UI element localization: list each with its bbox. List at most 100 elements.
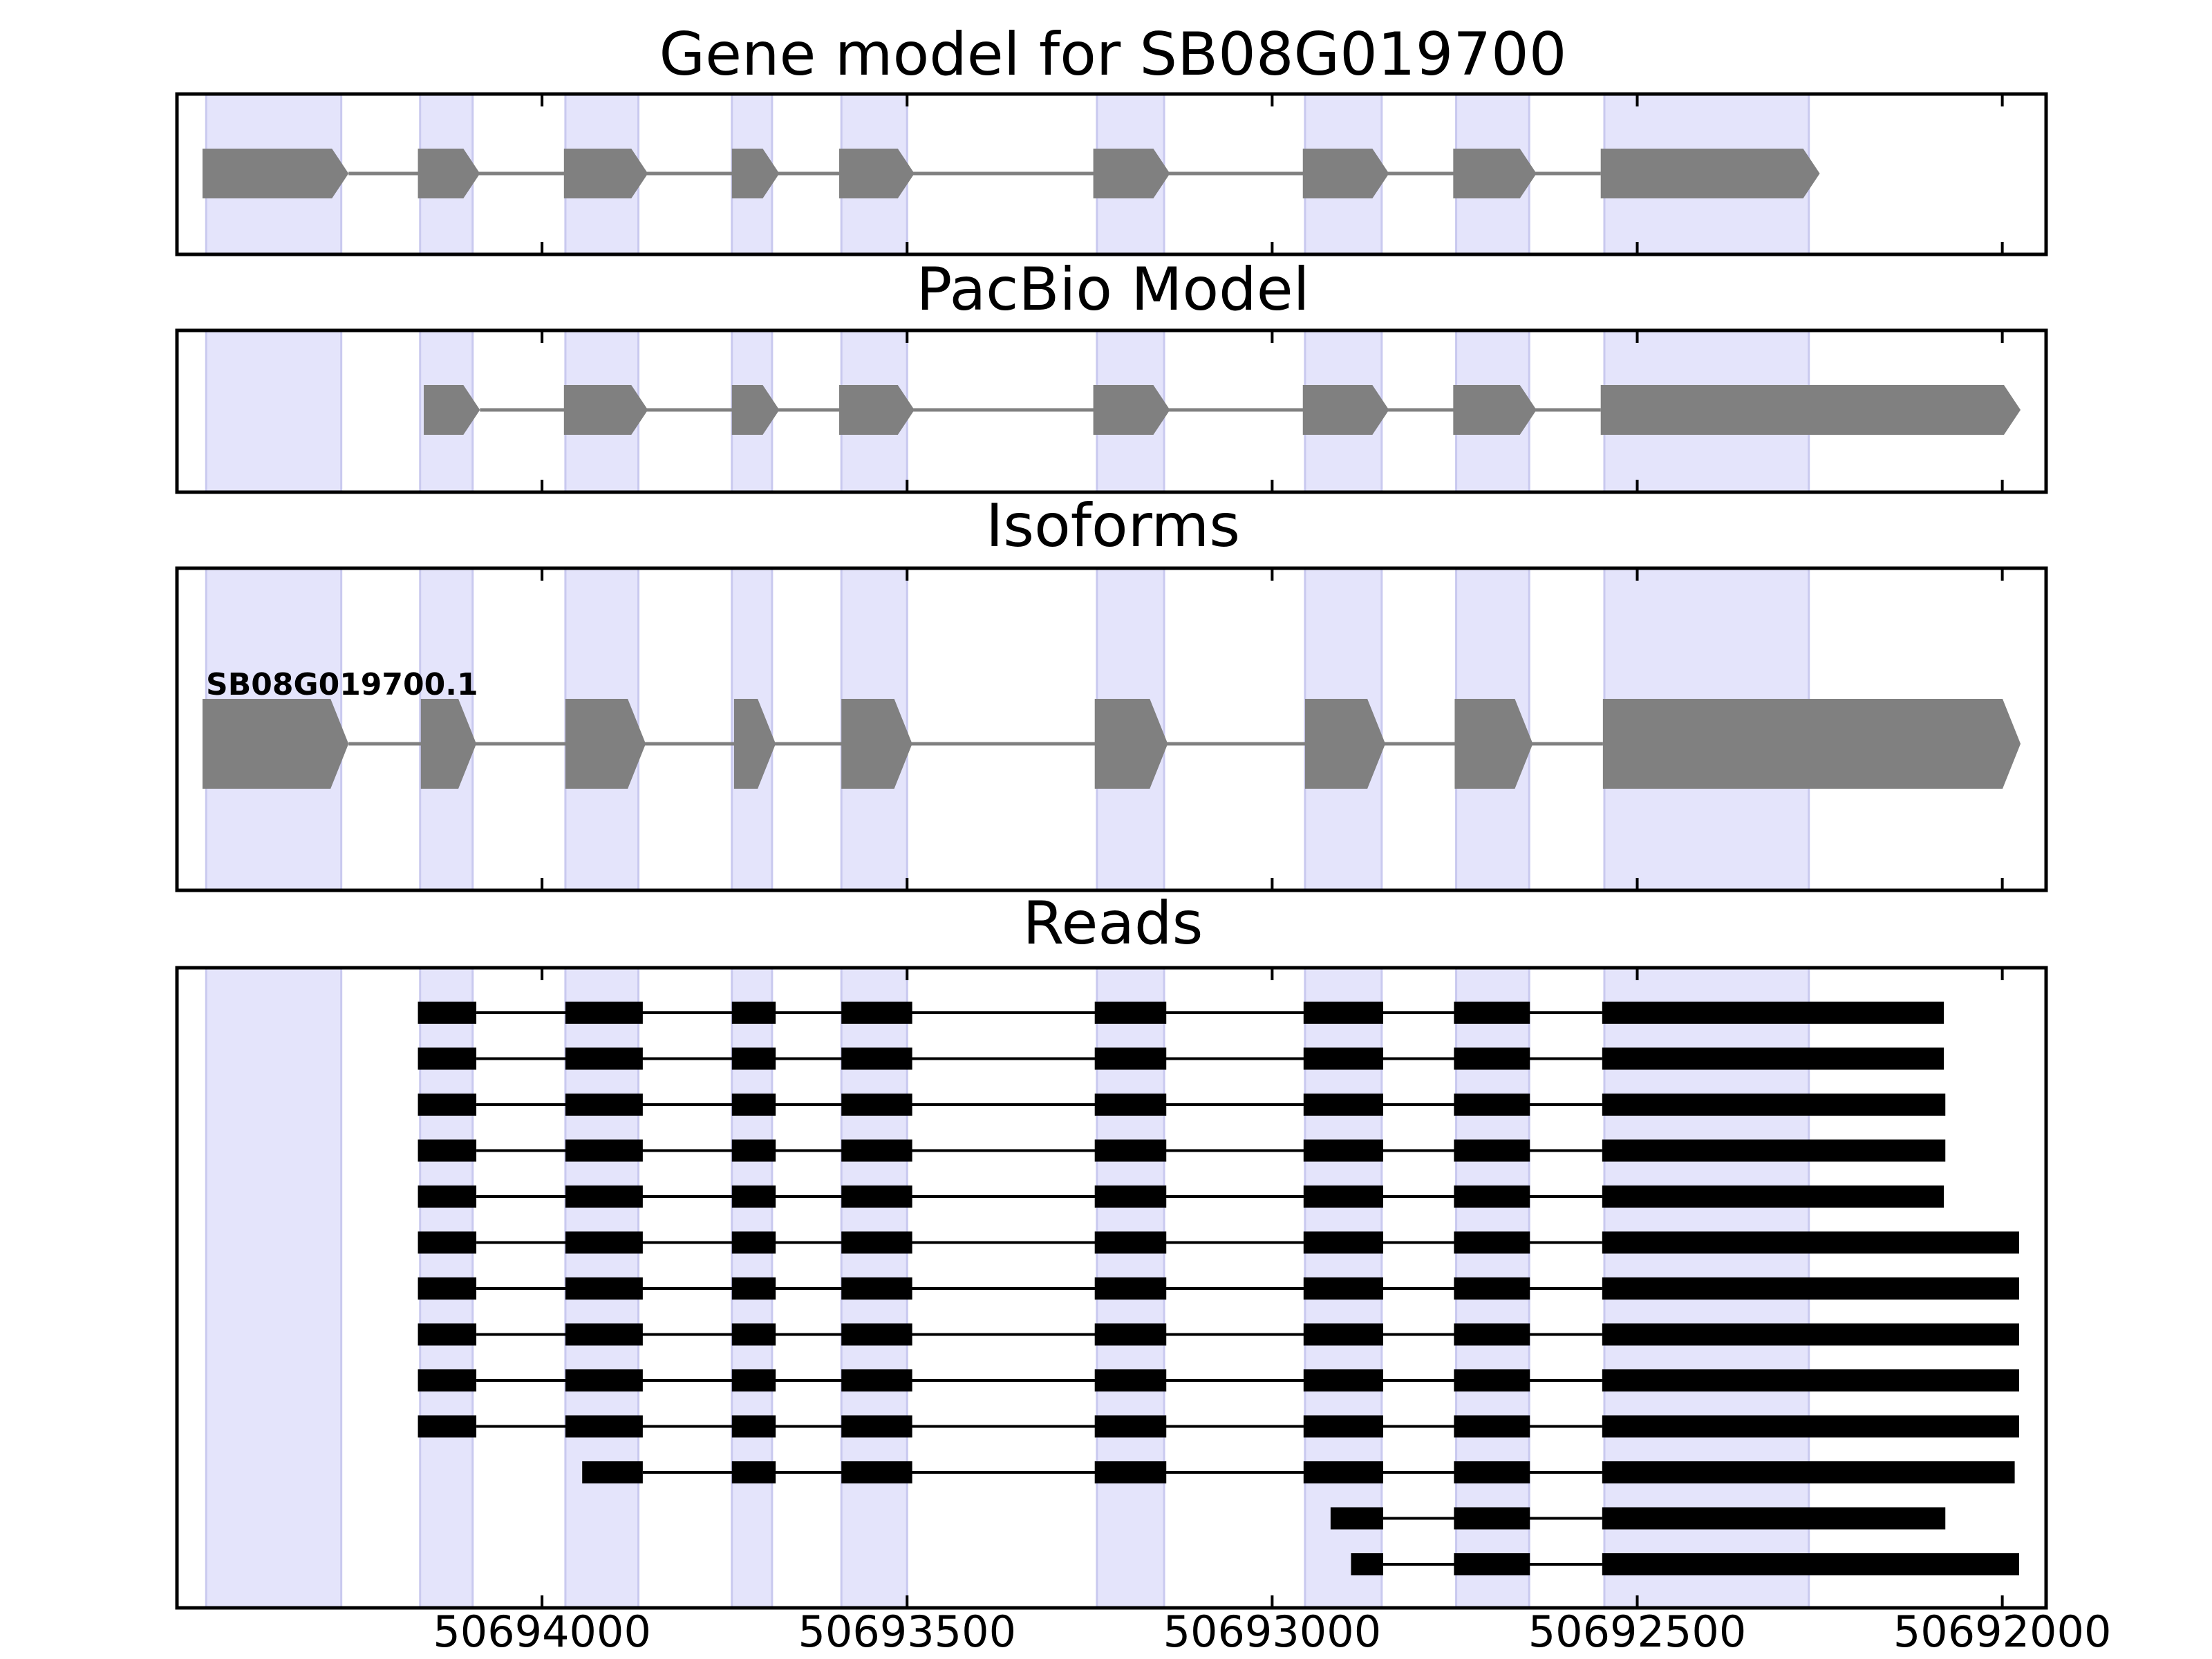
read-exon-block (1094, 1231, 1167, 1254)
read-exon-block (418, 1047, 477, 1070)
read-exon-block (1454, 1047, 1530, 1070)
panel-title-gene-model: Gene model for SB08G019700 (659, 20, 1567, 89)
exon-block (733, 699, 776, 789)
read-exon-block (1303, 1277, 1383, 1300)
read-exon-block (731, 1047, 776, 1070)
panel-frames (175, 92, 2048, 1610)
read-exon-block (418, 1185, 477, 1208)
read-exon-block (1602, 1507, 1946, 1530)
read-exon-block (1303, 1094, 1383, 1116)
exon-block (1093, 385, 1170, 435)
exon-block (1093, 149, 1170, 198)
read-exon-block (1602, 1139, 1946, 1162)
read-exon-block (565, 1231, 643, 1254)
panel-title-reads: Reads (1023, 889, 1203, 958)
x-tick-label: 50694000 (433, 1606, 651, 1657)
panel-frame (175, 966, 2048, 1610)
read-exon-block (1303, 1231, 1383, 1254)
read-exon-block (731, 1277, 776, 1300)
gene-features (202, 149, 2021, 1575)
exon-block (1600, 385, 2021, 435)
read-exon-block (1094, 1002, 1167, 1024)
read-exon-block (731, 1231, 776, 1254)
read-exon-block (1094, 1323, 1167, 1346)
read-exon-block (418, 1415, 477, 1438)
read-exon-block (1454, 1461, 1530, 1483)
x-tick-label: 50692000 (1893, 1606, 2112, 1657)
read-exon-block (1454, 1507, 1530, 1530)
read-exon-block (1094, 1369, 1167, 1391)
read-exon-block (1454, 1369, 1530, 1391)
read-exon-block (1303, 1461, 1383, 1483)
read-exon-block (1351, 1553, 1383, 1575)
panel-title-isoforms: Isoforms (986, 491, 1240, 561)
read-exon-block (841, 1094, 912, 1116)
read-exon-block (841, 1323, 912, 1346)
exon-block (841, 699, 912, 789)
panel-frame (175, 92, 2048, 256)
read-exon-block (582, 1461, 643, 1483)
exon-block (1602, 699, 2021, 789)
read-exon-block (1094, 1094, 1167, 1116)
exon-block (202, 149, 349, 198)
read-exon-block (1094, 1185, 1167, 1208)
read-exon-block (565, 1139, 643, 1162)
read-exon-block (1303, 1047, 1383, 1070)
read-exon-block (1094, 1415, 1167, 1438)
read-exon-block (1094, 1047, 1167, 1070)
exon-block (731, 149, 780, 198)
highlight-region (205, 966, 343, 1609)
read-exon-block (1602, 1047, 1944, 1070)
read-exon-block (565, 1277, 643, 1300)
panel-frame (175, 566, 2048, 892)
read-exon-block (1602, 1094, 1946, 1116)
read-exon-block (841, 1139, 912, 1162)
read-exon-block (1094, 1139, 1167, 1162)
read-exon-block (1602, 1553, 2019, 1575)
read-exon-block (1094, 1277, 1167, 1300)
read-exon-block (1454, 1002, 1530, 1024)
read-exon-block (1303, 1415, 1383, 1438)
read-exon-block (1303, 1185, 1383, 1208)
read-exon-block (1094, 1461, 1167, 1483)
read-exon-block (841, 1461, 912, 1483)
read-exon-block (841, 1231, 912, 1254)
highlight-region (205, 329, 343, 494)
read-exon-block (418, 1231, 477, 1254)
exon-block (1094, 699, 1168, 789)
exon-block (418, 149, 480, 198)
read-exon-block (1303, 1369, 1383, 1391)
read-exon-block (418, 1094, 477, 1116)
x-tick-label: 50692500 (1528, 1606, 1747, 1657)
read-exon-block (1602, 1461, 2015, 1483)
read-exon-block (1303, 1323, 1383, 1346)
read-exon-block (565, 1185, 643, 1208)
exon-block (731, 385, 780, 435)
exon-block (1453, 385, 1537, 435)
read-exon-block (1454, 1415, 1530, 1438)
read-exon-block (841, 1185, 912, 1208)
read-exon-block (731, 1323, 776, 1346)
read-exon-block (1454, 1185, 1530, 1208)
panel-title-pacbio-model: PacBio Model (916, 255, 1309, 324)
exon-block (202, 699, 349, 789)
read-exon-block (731, 1185, 776, 1208)
read-exon-block (1454, 1323, 1530, 1346)
read-exon-block (731, 1461, 776, 1483)
x-tick-label: 50693500 (798, 1606, 1016, 1657)
exon-block (1302, 385, 1389, 435)
read-exon-block (841, 1369, 912, 1391)
exon-block (839, 149, 915, 198)
read-exon-block (1303, 1002, 1383, 1024)
exon-block (1600, 149, 1820, 198)
x-tick-label: 50693000 (1163, 1606, 1382, 1657)
exon-block (839, 385, 915, 435)
read-exon-block (418, 1277, 477, 1300)
read-exon-block (1602, 1415, 2019, 1438)
exon-block (565, 699, 646, 789)
read-exon-block (565, 1323, 643, 1346)
read-exon-block (731, 1094, 776, 1116)
read-exon-block (1602, 1185, 1944, 1208)
read-exon-block (418, 1323, 477, 1346)
exon-block (563, 149, 648, 198)
